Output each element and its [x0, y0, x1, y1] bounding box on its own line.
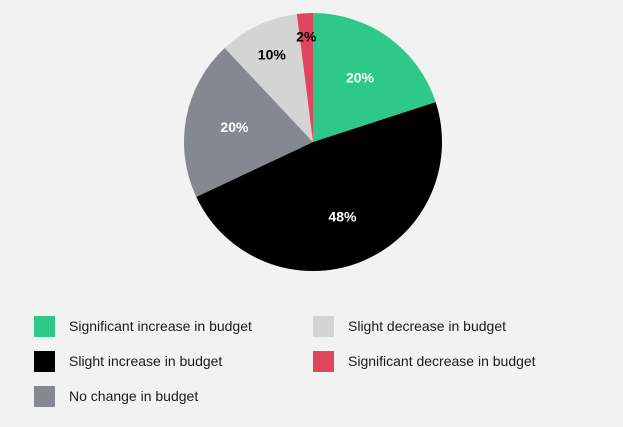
legend-item-significant-decrease: Significant decrease in budget	[313, 350, 536, 372]
legend-item-slight-decrease: Slight decrease in budget	[313, 315, 506, 337]
pie-label-no-change-in-budget: 20%	[220, 119, 249, 135]
legend-swatch-slight-decrease	[313, 315, 334, 337]
pie-slice-significant-increase-in-budget	[313, 13, 436, 142]
pie-label-significant-increase-in-budget: 20%	[346, 69, 375, 85]
pie-slice-no-change-in-budget	[183, 47, 313, 197]
pie-chart-svg: 20% 48% 20% 10% 2%	[183, 13, 442, 271]
legend-item-no-change: No change in budget	[34, 385, 198, 407]
legend-label-slight-decrease: Slight decrease in budget	[348, 318, 506, 334]
legend-label-significant-decrease: Significant decrease in budget	[348, 353, 536, 369]
legend-swatch-significant-decrease	[313, 350, 334, 372]
legend-label-significant-increase: Significant increase in budget	[69, 318, 252, 334]
pie-label-significant-decrease-in-budget: 2%	[296, 28, 317, 44]
pie-slice-slight-increase-in-budget	[196, 102, 442, 271]
legend-label-slight-increase: Slight increase in budget	[69, 353, 223, 369]
legend-item-slight-increase: Slight increase in budget	[34, 350, 222, 372]
pie-slice-slight-decrease-in-budget	[224, 14, 313, 142]
pie-label-slight-increase-in-budget: 48%	[328, 208, 357, 224]
legend-label-no-change: No change in budget	[69, 388, 199, 404]
legend-swatch-significant-increase	[34, 315, 55, 337]
legend-swatch-slight-increase	[34, 350, 55, 372]
pie-label-slight-decrease-in-budget: 10%	[258, 46, 287, 62]
pie-slice-significant-decrease-in-budget	[296, 13, 313, 142]
legend-item-significant-increase: Significant increase in budget	[34, 315, 252, 337]
legend-swatch-no-change	[34, 385, 55, 407]
